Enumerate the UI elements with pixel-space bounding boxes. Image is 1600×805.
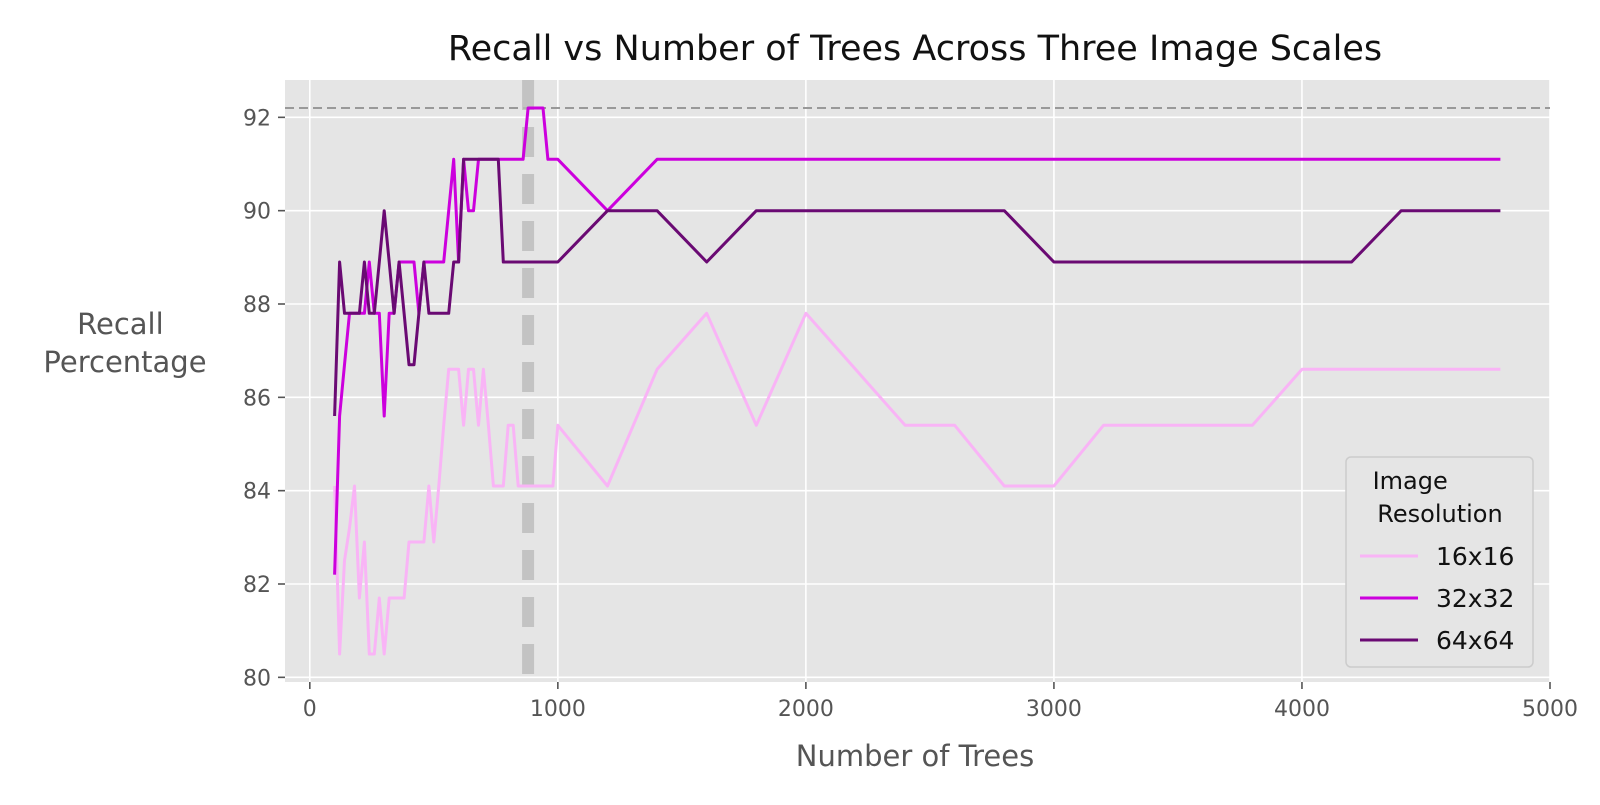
x-tick-label: 2000 [778, 697, 834, 722]
x-tick-label: 0 [303, 697, 317, 722]
y-tick-label: 92 [243, 106, 271, 131]
chart-title: Recall vs Number of Trees Across Three I… [448, 29, 1382, 69]
series-lines [333, 106, 1501, 656]
y-tick-label: 82 [243, 573, 271, 598]
legend-label-32x32: 32x32 [1436, 584, 1514, 613]
y-tick-label: 86 [243, 386, 271, 411]
y-axis-title-line-1: Recall [77, 307, 164, 341]
legend-title-line-1: Image [1373, 467, 1448, 495]
axis-ticks: 0 1000 2000 3000 4000 5000 80 82 84 86 88 90 92 [243, 106, 1578, 722]
y-axis-title-line-2: Percentage [43, 345, 206, 379]
x-tick-label: 1000 [530, 697, 586, 722]
legend-title: Image Resolution [1373, 467, 1503, 528]
legend-title-line-2: Resolution [1377, 500, 1502, 528]
x-tick-label: 3000 [1026, 697, 1082, 722]
y-tick-label: 88 [243, 293, 271, 318]
reference-lines [285, 80, 1550, 682]
series-line-16x16 [333, 311, 1501, 656]
legend-box [1345, 456, 1534, 668]
series-line-64x64 [333, 157, 1501, 417]
legend-items: 16x16 32x32 64x64 [1360, 542, 1514, 655]
x-tick-label: 4000 [1274, 697, 1330, 722]
x-axis-title: Number of Trees [796, 739, 1034, 773]
legend: Image Resolution 16x16 32x32 64x64 [1345, 456, 1534, 668]
y-tick-label: 80 [243, 666, 271, 691]
y-tick-label: 84 [243, 480, 271, 505]
plot-area [285, 80, 1550, 682]
legend-label-64x64: 64x64 [1436, 626, 1514, 655]
y-tick-label: 90 [243, 200, 271, 225]
legend-label-16x16: 16x16 [1436, 542, 1514, 571]
x-tick-label: 5000 [1522, 697, 1578, 722]
y-axis-title: Recall Percentage [43, 307, 206, 379]
gridlines [285, 80, 1551, 682]
